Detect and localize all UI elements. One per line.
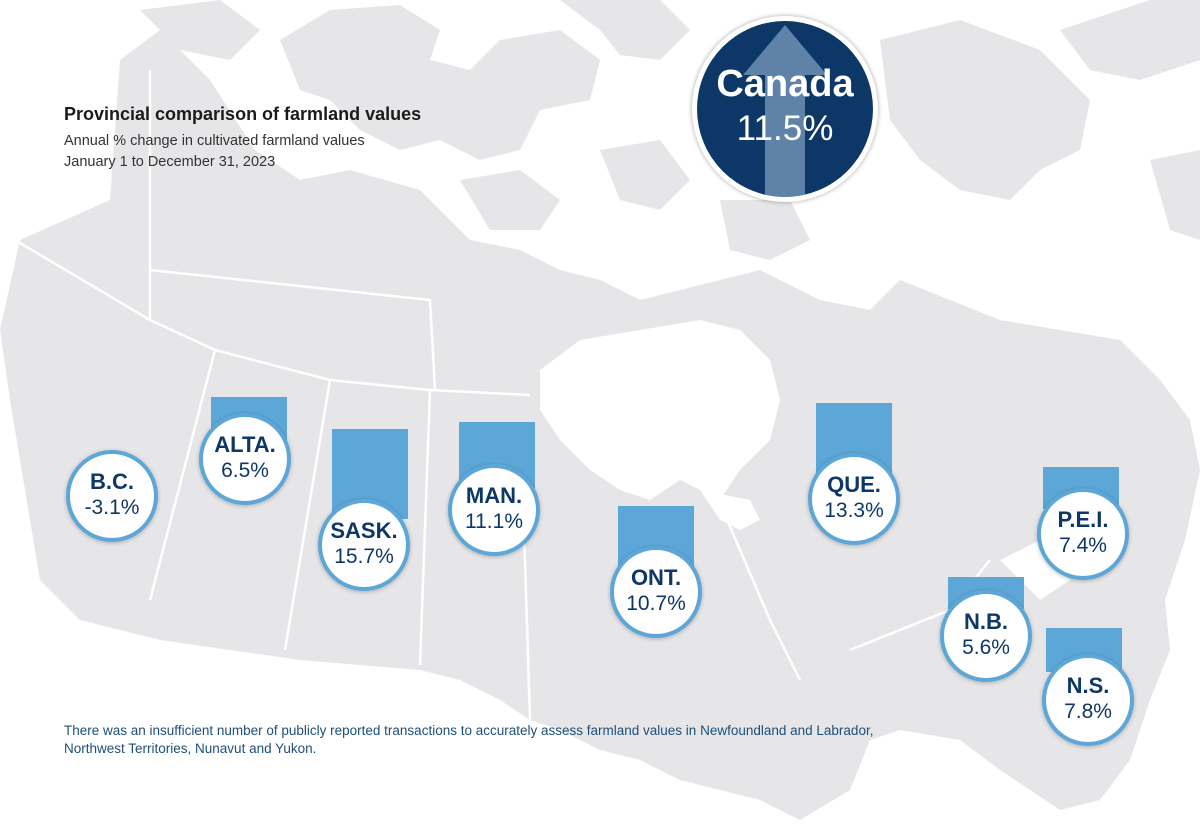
footnote: There was an insufficient number of publ… [64,723,874,756]
map-title: Provincial comparison of farmland values [64,104,422,124]
province-value: -3.1% [84,496,140,519]
province-abbr: N.B. [964,609,1008,634]
province-badge-ns: N.S. 7.8% [1042,654,1134,746]
province-badge-bc: B.C. -3.1% [66,450,158,542]
province-abbr: N.S. [1066,673,1110,698]
province-badge-ont: ONT. 10.7% [610,546,702,638]
province-badge-sask: SASK. 15.7% [318,499,410,591]
province-badge-pei: P.E.I. 7.4% [1037,488,1129,580]
province-badge-alta: ALTA. 6.5% [199,413,291,505]
province-value: 5.6% [962,636,1010,659]
canada-label: Canada [716,63,854,105]
map-subtitle-period: January 1 to December 31, 2023 [64,154,276,170]
province-value: 13.3% [824,499,884,522]
province-abbr: ALTA. [214,432,276,457]
canada-national-badge: Canada 11.5% [692,16,878,202]
province-value: 10.7% [626,592,686,615]
province-value: 6.5% [221,459,269,482]
hudson-bay [540,320,780,500]
province-abbr: SASK. [330,518,398,543]
up-arrow-icon [743,25,827,197]
province-value: 15.7% [334,545,394,568]
province-value: 11.1% [465,510,523,533]
province-abbr: P.E.I. [1057,507,1109,532]
province-badge-nb: N.B. 5.6% [940,590,1032,682]
province-value: 7.8% [1064,700,1112,723]
province-abbr: QUE. [827,472,881,497]
province-badge-man: MAN. 11.1% [448,464,540,556]
map-subtitle-measure: Annual % change in cultivated farmland v… [64,133,365,149]
province-abbr: ONT. [630,565,682,590]
canada-value: 11.5% [736,109,834,148]
province-abbr: MAN. [465,483,523,508]
title-block: Provincial comparison of farmland values… [64,104,421,173]
canada-badge-fill: Canada 11.5% [697,21,873,197]
province-badge-que: QUE. 13.3% [808,453,900,545]
province-abbr: B.C. [90,469,134,494]
province-value: 7.4% [1059,534,1107,557]
arctic-islands [280,5,600,160]
